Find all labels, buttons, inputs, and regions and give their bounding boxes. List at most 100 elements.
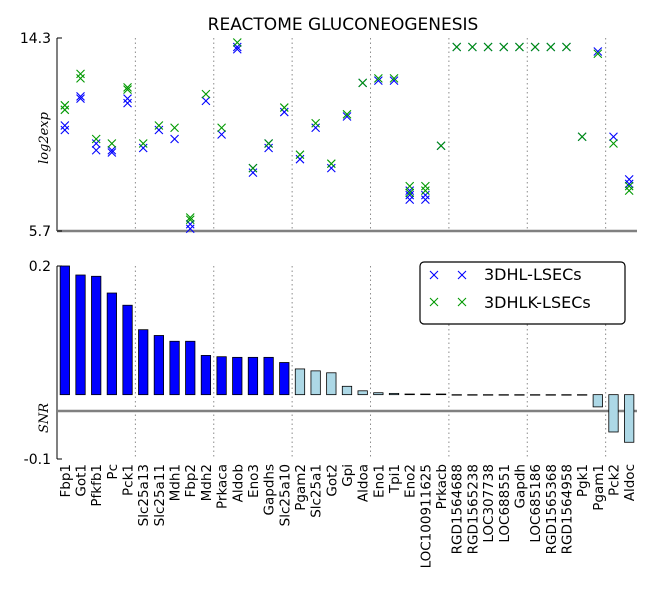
bar-eno2 — [404, 393, 415, 396]
bar-pck1 — [122, 304, 133, 396]
xtick-label-got2: Got2 — [324, 464, 340, 497]
point-3dhlk-rgd1565238-1 — [468, 42, 477, 52]
point-3dhl-slc25a13-1 — [138, 143, 148, 153]
bar-got2 — [326, 372, 337, 396]
bar-pgam2 — [294, 368, 306, 396]
point-3dhlk-slc25a11-1 — [154, 121, 164, 130]
bar-pfkfb1 — [91, 275, 102, 396]
point-3dhl-aldoc-2 — [624, 174, 634, 184]
bar-gapdhs — [263, 356, 274, 396]
xtick-label-mdh2: Mdh2 — [199, 464, 215, 501]
point-3dhl-pgam2-1 — [295, 154, 305, 164]
point-3dhlk-loc688551-1 — [499, 42, 509, 52]
xtick-label-loc688551: LOC688551 — [497, 464, 513, 543]
bar-eno1 — [373, 392, 384, 396]
bar-rgd1564688 — [451, 394, 462, 396]
point-3dhlk-eno3-1 — [248, 163, 258, 173]
bar-loc100911625 — [420, 393, 431, 396]
xtick-label-pgam2: Pgam2 — [293, 464, 309, 511]
legend-entry-2: 3DHLK-LSECs — [429, 293, 591, 312]
bar-aldoa — [357, 390, 368, 396]
bar-fbp2 — [185, 340, 196, 396]
point-3dhlk-gpi-1 — [342, 109, 352, 119]
xtick-label-prkacb: Prkacb — [434, 464, 450, 509]
xtick-label-rgd1565368: RGD1565368 — [544, 464, 560, 554]
point-3dhl-pfkfb1-1 — [91, 145, 101, 155]
point-3dhlk-mdh2-1 — [201, 89, 211, 99]
point-3dhlk-pck2-1 — [609, 139, 618, 148]
point-3dhlk-tpi1-1 — [389, 74, 399, 83]
x-tick-labels: Fbp1 Got1 Pfkfb1 Pc Pck1 Slc25a13 Slc25a11 Mdh1… — [58, 464, 638, 568]
point-3dhlk-fbp2-2 — [185, 213, 195, 222]
bar-fbp1 — [59, 265, 70, 396]
point-3dhlk-loc307738-1 — [483, 42, 493, 52]
bar-rgd1565368 — [545, 394, 556, 396]
point-3dhl-fbp1-2 — [60, 121, 70, 130]
point-3dhl-pck1-1 — [123, 98, 132, 108]
point-3dhlk-eno1-1 — [373, 74, 383, 83]
point-3dhlk-pgk1-1 — [577, 132, 587, 142]
bar-pc — [106, 292, 117, 396]
bar-slc25a13 — [138, 329, 149, 396]
point-3dhl-aldoc-1 — [624, 179, 634, 189]
top-y-axis-label: log2exp — [37, 111, 52, 164]
point-3dhlk-pfkfb1-1 — [91, 134, 101, 144]
bar-pgam1 — [592, 394, 603, 408]
point-3dhl-fbp1-1 — [60, 125, 70, 135]
point-3dhl-eno1-1 — [373, 76, 383, 86]
bottom-ytick-label-2: 0.2 — [29, 259, 51, 275]
xtick-label-pc: Pc — [105, 464, 121, 480]
point-3dhlk-loc100911625-1 — [420, 186, 430, 195]
point-3dhlk-aldoa-1 — [358, 78, 368, 88]
point-3dhl-eno2-1 — [405, 195, 415, 204]
legend-entry-1: 3DHL-LSECs — [429, 265, 582, 284]
bottom-y-ticks: -0.1 0.2 — [24, 259, 62, 468]
point-3dhlk-got2-1 — [326, 159, 336, 169]
xtick-label-pgam1: Pgam1 — [591, 464, 607, 511]
point-3dhl-pgam1-1 — [593, 47, 603, 56]
xtick-label-gapdhs: Gapdhs — [262, 464, 278, 515]
bar-mdh1 — [169, 340, 180, 396]
xtick-label-rgd1564958: RGD1564958 — [559, 464, 575, 554]
bar-slc25a10 — [279, 362, 290, 396]
xtick-label-pfkfb1: Pfkfb1 — [89, 464, 105, 507]
point-3dhl-aldob-1 — [232, 44, 242, 54]
legend-box — [419, 261, 626, 325]
point-3dhl-fbp2-2 — [185, 219, 195, 229]
point-3dhl-pc-1 — [107, 148, 117, 157]
point-3dhlk-aldob-1 — [232, 38, 242, 47]
snr-bars — [59, 265, 635, 443]
point-3dhl-tpi1-1 — [389, 76, 399, 86]
point-3dhlk-loc685186-1 — [530, 42, 540, 52]
legend-marker-2a — [429, 297, 439, 307]
point-3dhlk-aldoc-2 — [624, 181, 634, 191]
point-3dhl-eno2-2 — [405, 190, 415, 200]
point-3dhl-aldob-2 — [232, 42, 242, 52]
bar-rgd1564958 — [561, 394, 572, 396]
legend-label-1: 3DHL-LSECs — [484, 265, 582, 284]
point-3dhl-prkaca-1 — [217, 130, 226, 139]
xtick-label-prkaca: Prkaca — [215, 464, 231, 509]
bar-pck2 — [608, 394, 619, 433]
point-3dhlk-fbp1-1 — [60, 105, 70, 115]
point-3dhlk-slc25a10-1 — [279, 103, 289, 112]
bottom-panel: -0.10.2 SNR Fbp1 Got1 Pfkfb1 Pc Pck1 Slc25a13… — [24, 259, 638, 568]
point-3dhlk-rgd1564688-1 — [452, 42, 462, 52]
xtick-label-loc685186: LOC685186 — [528, 464, 544, 543]
bar-pgk1 — [577, 394, 588, 396]
bar-eno3 — [247, 356, 259, 396]
point-3dhlk-pgam2-1 — [295, 150, 305, 160]
xtick-label-fbp1: Fbp1 — [58, 464, 74, 498]
point-3dhlk-eno2-1 — [405, 188, 415, 198]
bar-prkaca — [216, 356, 227, 396]
point-3dhl-pfkfb1-2 — [91, 139, 101, 148]
point-3dhlk-gapdhs-1 — [264, 139, 274, 148]
chart-title: REACTOME GLUCONEOGENESIS — [208, 15, 479, 35]
point-3dhl-pc-2 — [107, 145, 117, 155]
point-3dhlk-got1-2 — [76, 69, 85, 79]
xtick-label-fbp2: Fbp2 — [183, 464, 199, 498]
point-3dhlk-prkaca-1 — [217, 123, 226, 133]
xtick-label-eno3: Eno3 — [246, 464, 262, 498]
point-3dhl-got1-1 — [76, 94, 85, 103]
xtick-label-aldoa: Aldoa — [356, 464, 372, 502]
